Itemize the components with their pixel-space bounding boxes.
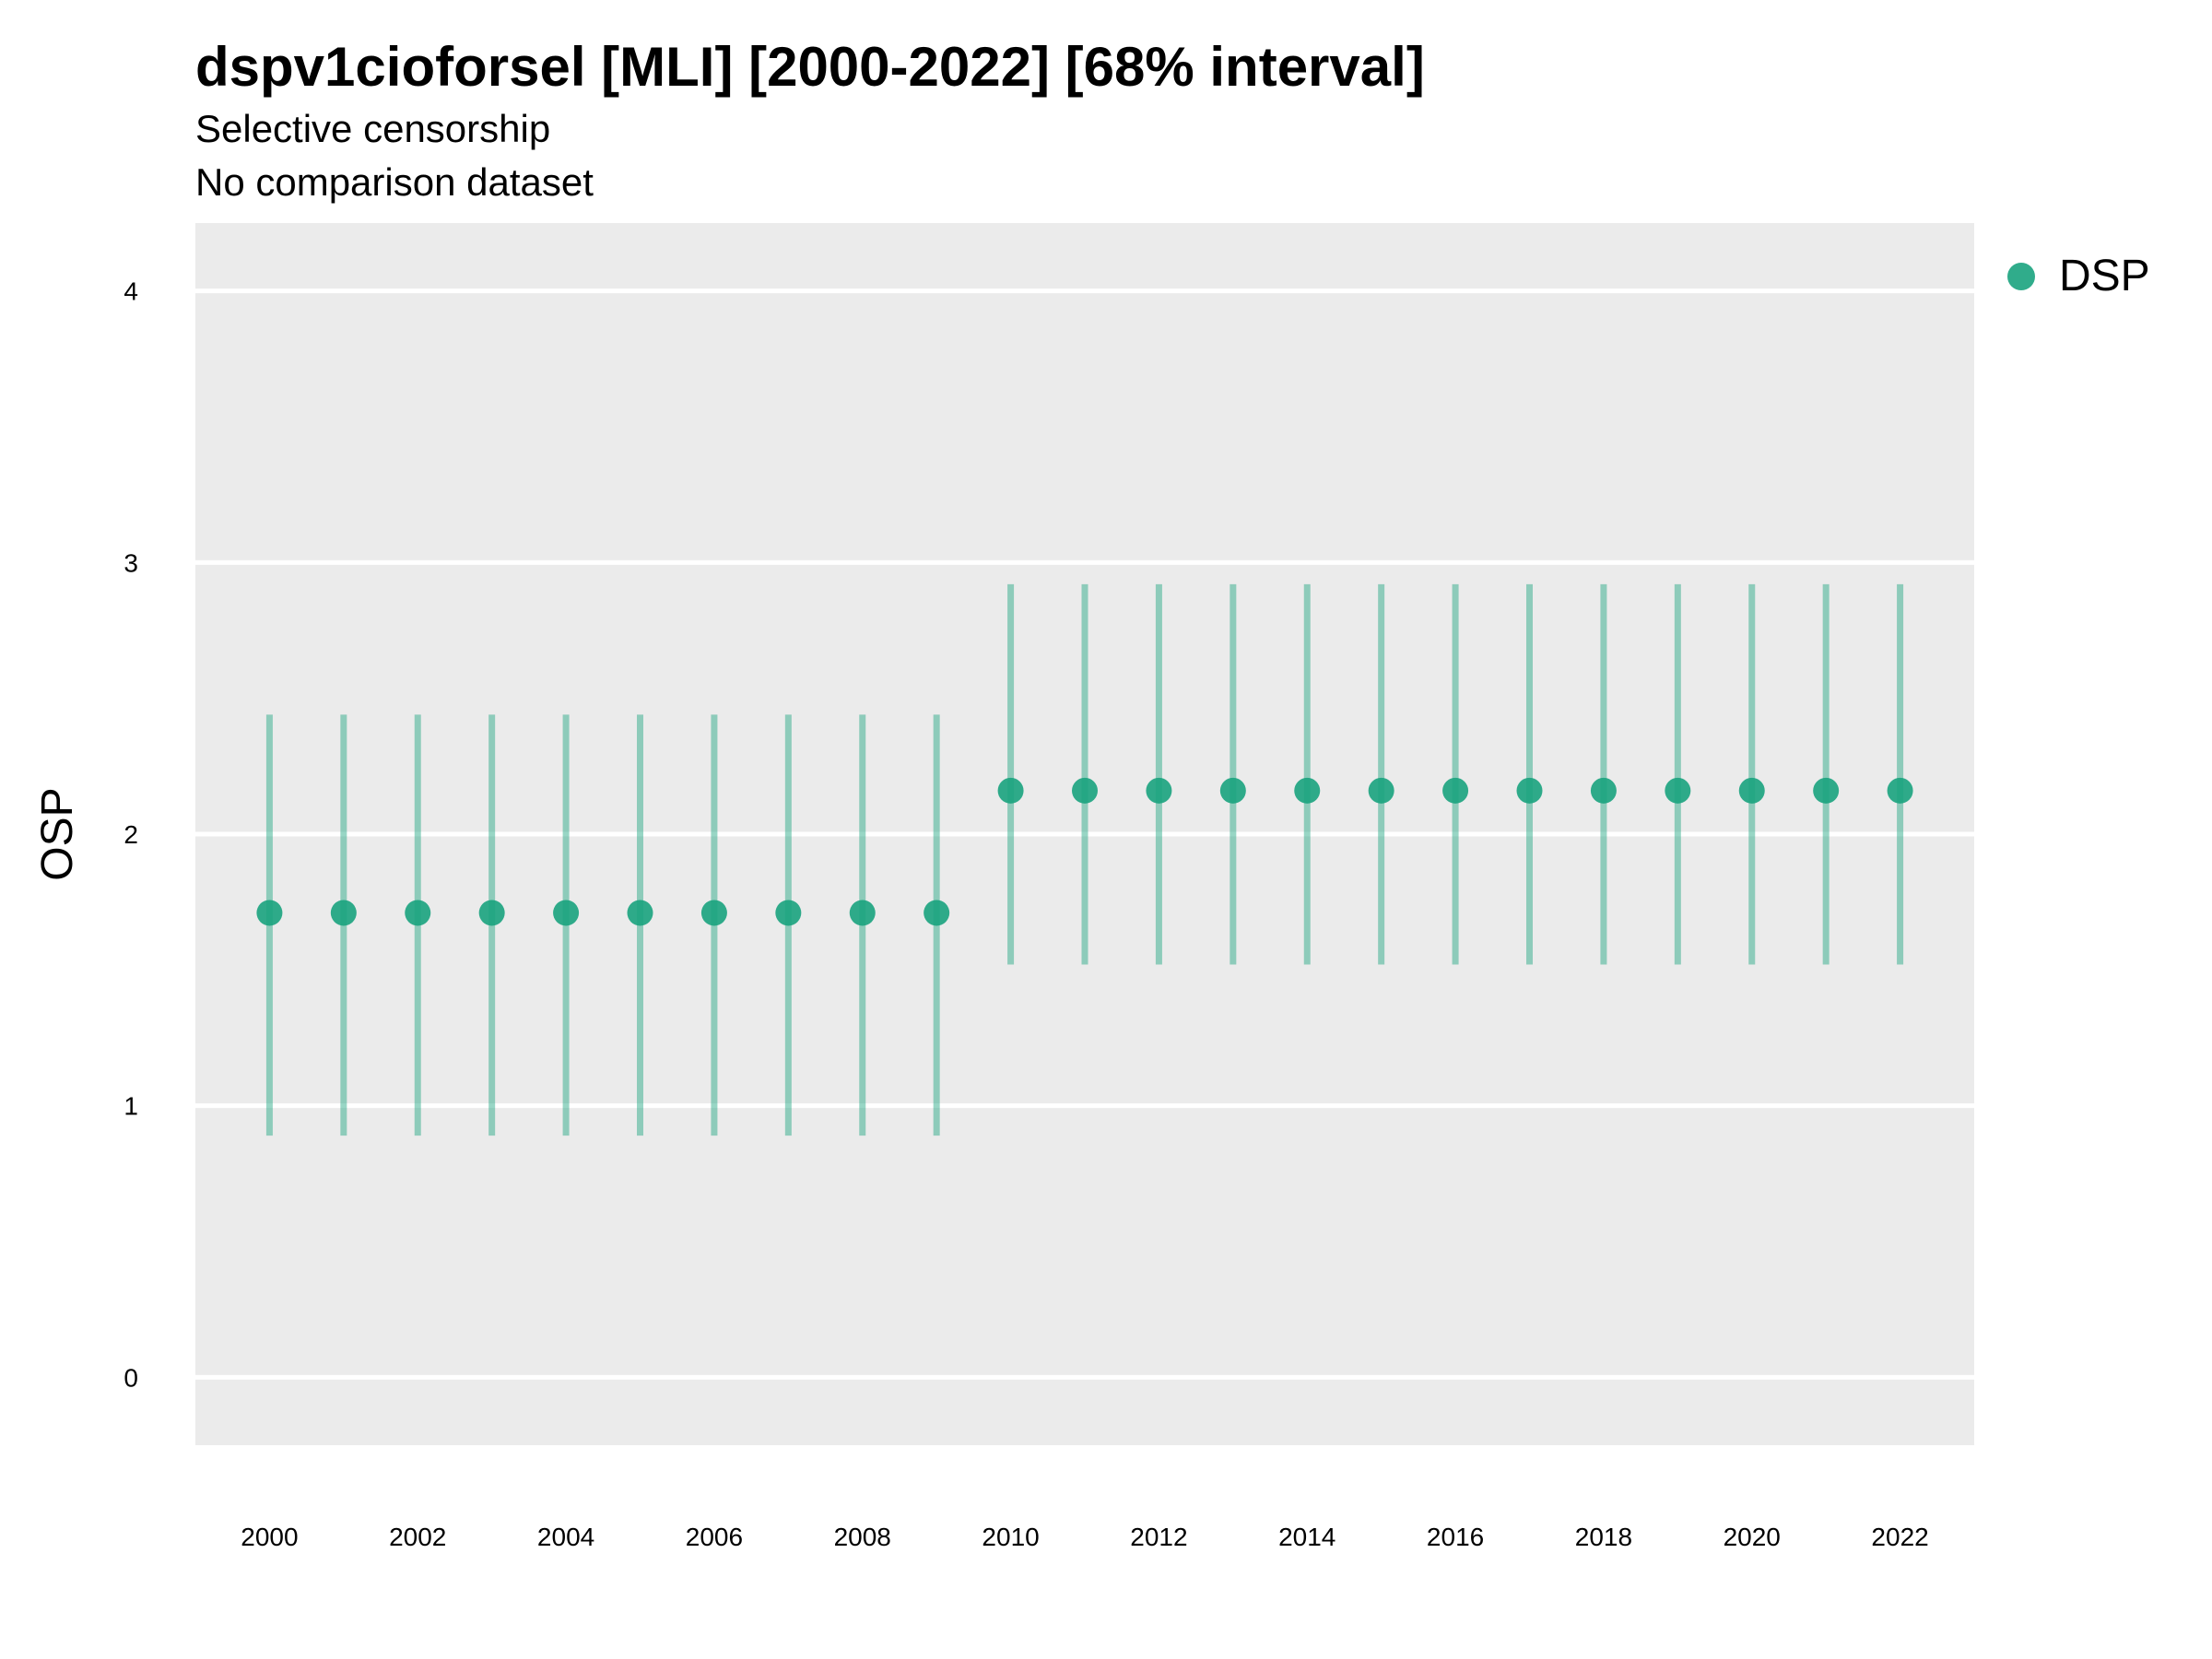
data-point-2012 xyxy=(1146,777,1172,804)
data-point-2011 xyxy=(1072,777,1098,804)
data-point-2015 xyxy=(1368,777,1394,804)
y-tick-label: 2 xyxy=(124,820,138,849)
data-point-2001 xyxy=(330,900,357,926)
x-tick-labels: 2000 2002 2004 2006 2008 2010 2012 2014 2016 2018… xyxy=(241,1523,1928,1551)
x-tick-label: 2010 xyxy=(982,1523,1039,1551)
grid-lines xyxy=(195,288,1974,1380)
data-point-2006 xyxy=(700,900,727,926)
data-point-2016 xyxy=(1442,777,1469,804)
chart-subtitle-line-2: No comparison dataset xyxy=(195,160,594,204)
x-tick-label: 2020 xyxy=(1724,1523,1781,1551)
data-point-2013 xyxy=(1219,777,1246,804)
data-point-2008 xyxy=(849,900,876,926)
legend-key-dsp xyxy=(2007,262,2035,290)
y-axis-label: OSP xyxy=(33,787,82,880)
x-tick-label: 2006 xyxy=(686,1523,743,1551)
y-tick-label: 0 xyxy=(124,1363,138,1392)
data-point-2000 xyxy=(256,900,283,926)
data-point-2020 xyxy=(1738,777,1765,804)
x-tick-label: 2018 xyxy=(1575,1523,1632,1551)
data-point-2019 xyxy=(1665,777,1691,804)
data-point-2003 xyxy=(478,900,505,926)
data-point-2002 xyxy=(405,900,431,926)
x-tick-label: 2012 xyxy=(1130,1523,1187,1551)
y-tick-label: 3 xyxy=(124,548,138,577)
data-points xyxy=(256,777,1913,926)
legend-label-dsp: DSP xyxy=(2059,252,2150,300)
x-tick-label: 2000 xyxy=(241,1523,298,1551)
data-point-2018 xyxy=(1590,777,1617,804)
y-tick-label: 1 xyxy=(124,1092,138,1121)
x-tick-label: 2008 xyxy=(834,1523,891,1551)
x-tick-label: 2014 xyxy=(1278,1523,1335,1551)
y-tick-labels: 0 1 2 3 4 xyxy=(124,277,138,1393)
y-tick-label: 4 xyxy=(124,277,138,306)
x-tick-label: 2022 xyxy=(1871,1523,1928,1551)
data-point-2021 xyxy=(1813,777,1840,804)
data-point-2022 xyxy=(1887,777,1913,804)
chart-title: dspv1cioforsel [MLI] [2000-2022] [68% in… xyxy=(195,36,1425,98)
data-point-2009 xyxy=(924,900,950,926)
data-point-2014 xyxy=(1294,777,1321,804)
data-point-2010 xyxy=(997,777,1024,804)
x-tick-label: 2002 xyxy=(389,1523,446,1551)
data-point-2004 xyxy=(553,900,580,926)
x-tick-label: 2004 xyxy=(537,1523,594,1551)
data-point-2017 xyxy=(1516,777,1543,804)
chart-subtitle-line-1: Selective censorship xyxy=(195,107,551,150)
data-point-2005 xyxy=(627,900,653,926)
data-point-2007 xyxy=(775,900,802,926)
legend: DSP xyxy=(2007,251,2150,301)
x-tick-label: 2016 xyxy=(1427,1523,1484,1551)
